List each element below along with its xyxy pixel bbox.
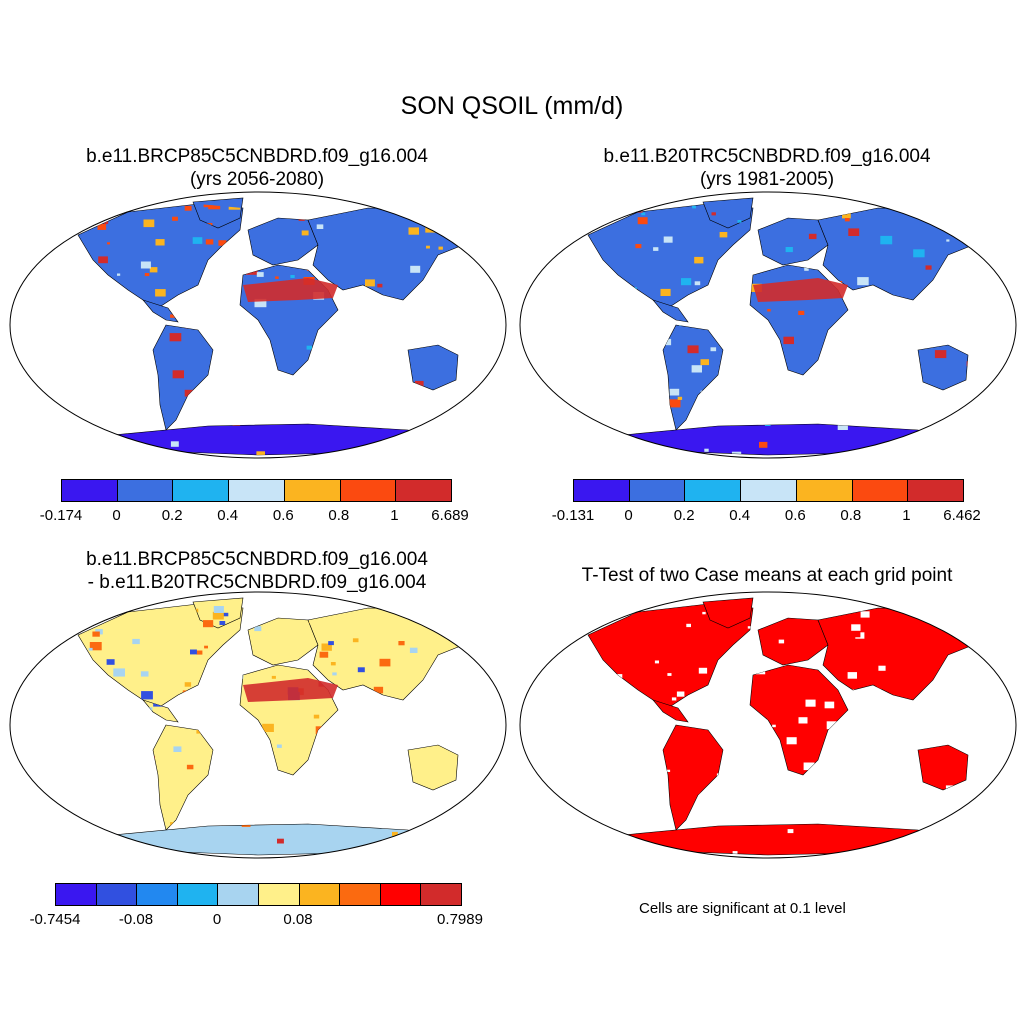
colorbar-swatch xyxy=(218,884,259,905)
panel-1-title: b.e11.BRCP85C5CNBDRD.f09_g16.004 (yrs 20… xyxy=(2,145,512,191)
significance-note: Cells are significant at 0.1 level xyxy=(639,900,846,917)
colorbar-label: 0.2 xyxy=(673,507,695,524)
colorbar-label: 0.6 xyxy=(272,507,294,524)
colorbar-rcp85-labels: -0.174 0 0.2 0.4 0.6 0.8 1 6.689 xyxy=(40,507,469,527)
landmass-europe xyxy=(757,217,829,266)
arid-belt xyxy=(243,678,338,702)
colorbar-label: 1 xyxy=(390,507,399,524)
panel-2-title: b.e11.B20TRC5CNBDRD.f09_g16.004 (yrs 198… xyxy=(512,145,1022,191)
colorbar-swatch xyxy=(396,480,452,501)
colorbar-label: 0 xyxy=(624,507,633,524)
panel-1-title-line2: (yrs 2056-2080) xyxy=(189,169,325,190)
panel-2-title-line2: (yrs 1981-2005) xyxy=(699,169,835,190)
colorbar-swatch xyxy=(62,480,118,501)
panel-1-title-line1: b.e11.BRCP85C5CNBDRD.f09_g16.004 xyxy=(86,146,428,167)
colorbar-label: 0.4 xyxy=(217,507,239,524)
map-frame xyxy=(9,191,507,459)
landmass-camerica xyxy=(652,699,689,723)
colorbar-label: 6.462 xyxy=(943,507,981,524)
panel-3-title: b.e11.BRCP85C5CNBDRD.f09_g16.004 - b.e11… xyxy=(2,548,512,594)
colorbar-historical xyxy=(573,479,964,502)
landmass-australia xyxy=(407,344,459,391)
colorbar-label: 0.2 xyxy=(161,507,183,524)
map-frame xyxy=(9,591,507,859)
panel-2-title-line1: b.e11.B20TRC5CNBDRD.f09_g16.004 xyxy=(603,146,931,167)
colorbar-label: 0 xyxy=(112,507,121,524)
main-title: SON QSOIL (mm/d) xyxy=(400,92,624,120)
colorbar-swatch xyxy=(685,480,742,501)
colorbar-label: 6.689 xyxy=(431,507,469,524)
landmass-europe xyxy=(247,217,319,266)
colorbar-swatch xyxy=(796,480,853,501)
colorbar-swatch xyxy=(177,884,219,905)
colorbar-swatch xyxy=(908,480,964,501)
panel-3-title-line2: - b.e11.B20TRC5CNBDRD.f09_g16.004 xyxy=(87,572,427,593)
colorbar-label: 0.6 xyxy=(784,507,806,524)
colorbar-swatch xyxy=(56,884,97,905)
colorbar-swatch xyxy=(852,480,909,501)
colorbar-label: 1 xyxy=(902,507,911,524)
colorbar-swatch xyxy=(421,884,461,905)
arid-belt xyxy=(753,278,848,302)
colorbar-label: 0.8 xyxy=(840,507,862,524)
colorbar-swatch xyxy=(229,480,285,501)
colorbar-swatch xyxy=(117,480,174,501)
panel-3-title-line1: b.e11.BRCP85C5CNBDRD.f09_g16.004 xyxy=(86,549,428,570)
arid-belt xyxy=(243,278,338,302)
landmass-samerica xyxy=(662,724,724,831)
colorbar-swatch xyxy=(380,884,422,905)
landmass-antarctica xyxy=(622,423,959,456)
colorbar-label: -0.174 xyxy=(39,507,83,524)
colorbar-swatch xyxy=(137,884,178,905)
landmass-europe xyxy=(247,617,319,666)
colorbar-label: 0.8 xyxy=(328,507,350,524)
colorbar-swatch xyxy=(96,884,138,905)
landmass-australia xyxy=(917,344,969,391)
map-frame xyxy=(519,591,1017,859)
colorbar-swatch xyxy=(574,480,630,501)
colorbar-swatch xyxy=(173,480,230,501)
colorbar-difference xyxy=(55,883,462,906)
colorbar-label: 0.4 xyxy=(729,507,751,524)
landmass-europe xyxy=(757,617,829,666)
colorbar-label: 0.08 xyxy=(283,911,313,928)
landmass-australia xyxy=(917,744,969,791)
colorbar-label: -0.08 xyxy=(118,911,154,928)
map-ttest xyxy=(519,591,1017,859)
colorbar-swatch xyxy=(299,884,341,905)
colorbar-swatch xyxy=(340,884,381,905)
map-rcp85 xyxy=(9,191,507,459)
landmass-camerica xyxy=(142,699,179,723)
map-difference xyxy=(9,591,507,859)
colorbar-swatch xyxy=(629,480,686,501)
colorbar-swatch xyxy=(284,480,341,501)
landmass-camerica xyxy=(142,299,179,323)
colorbar-rcp85 xyxy=(61,479,452,502)
map-frame xyxy=(519,191,1017,459)
colorbar-label: -0.131 xyxy=(551,507,595,524)
colorbar-swatch xyxy=(741,480,797,501)
colorbar-historical-labels: -0.131 0 0.2 0.4 0.6 0.8 1 6.462 xyxy=(552,507,981,527)
panel-4-title-line1: T-Test of two Case means at each grid po… xyxy=(581,565,953,586)
map-historical xyxy=(519,191,1017,459)
landmass-antarctica xyxy=(112,423,449,456)
landmass-asia xyxy=(817,607,989,701)
colorbar-swatch xyxy=(258,884,300,905)
landmass-samerica xyxy=(152,724,214,831)
colorbar-difference-labels: -0.7454 -0.08 0 0.08 0.7989 xyxy=(30,911,483,931)
panel-4-title: T-Test of two Case means at each grid po… xyxy=(512,564,1022,587)
landmass-samerica xyxy=(662,324,724,431)
landmass-australia xyxy=(407,744,459,791)
colorbar-label: -0.7454 xyxy=(29,911,81,928)
landmass-camerica xyxy=(652,299,689,323)
landmass-antarctica xyxy=(622,823,959,856)
colorbar-swatch xyxy=(340,480,397,501)
colorbar-label: 0.7989 xyxy=(437,911,483,928)
colorbar-label: 0 xyxy=(212,911,222,928)
